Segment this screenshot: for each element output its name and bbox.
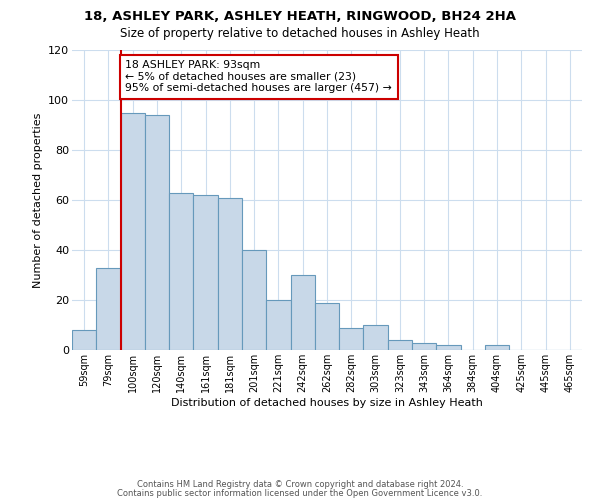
Bar xyxy=(412,342,436,350)
Bar xyxy=(121,112,145,350)
Bar xyxy=(266,300,290,350)
Bar xyxy=(290,275,315,350)
Text: Size of property relative to detached houses in Ashley Heath: Size of property relative to detached ho… xyxy=(120,28,480,40)
Bar xyxy=(339,328,364,350)
Bar xyxy=(485,345,509,350)
Bar xyxy=(96,268,121,350)
Bar xyxy=(242,250,266,350)
Bar xyxy=(218,198,242,350)
Text: Contains public sector information licensed under the Open Government Licence v3: Contains public sector information licen… xyxy=(118,488,482,498)
Text: 18, ASHLEY PARK, ASHLEY HEATH, RINGWOOD, BH24 2HA: 18, ASHLEY PARK, ASHLEY HEATH, RINGWOOD,… xyxy=(84,10,516,23)
Y-axis label: Number of detached properties: Number of detached properties xyxy=(32,112,43,288)
Bar xyxy=(145,115,169,350)
Bar xyxy=(364,325,388,350)
Text: Contains HM Land Registry data © Crown copyright and database right 2024.: Contains HM Land Registry data © Crown c… xyxy=(137,480,463,489)
Bar xyxy=(72,330,96,350)
Text: 18 ASHLEY PARK: 93sqm
← 5% of detached houses are smaller (23)
95% of semi-detac: 18 ASHLEY PARK: 93sqm ← 5% of detached h… xyxy=(125,60,392,93)
Bar xyxy=(315,302,339,350)
Bar xyxy=(436,345,461,350)
Bar xyxy=(193,195,218,350)
Bar xyxy=(388,340,412,350)
X-axis label: Distribution of detached houses by size in Ashley Heath: Distribution of detached houses by size … xyxy=(171,398,483,407)
Bar xyxy=(169,192,193,350)
